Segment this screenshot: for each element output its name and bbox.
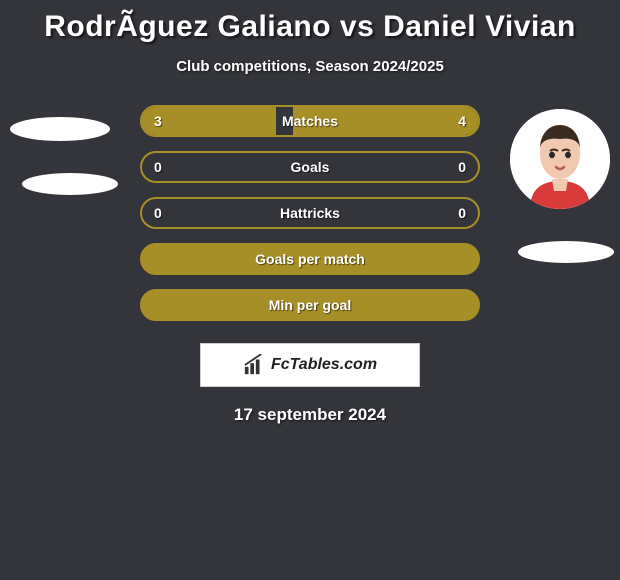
bar-value-left: 0	[154, 205, 162, 221]
bar-value-left: 3	[154, 113, 162, 129]
date-text: 17 september 2024	[0, 405, 620, 425]
chart-icon	[243, 354, 265, 376]
right-player-column	[500, 105, 620, 263]
avatar-icon	[510, 109, 610, 209]
bar-label: Goals per match	[255, 251, 365, 267]
right-player-placeholder	[518, 241, 614, 263]
bar-value-left: 0	[154, 159, 162, 175]
left-player-placeholder-1	[10, 117, 110, 141]
bar-label: Goals	[291, 159, 330, 175]
stat-bar: Min per goal	[140, 289, 480, 321]
bar-value-right: 0	[458, 159, 466, 175]
bar-label: Hattricks	[280, 205, 340, 221]
left-player-column	[0, 105, 120, 195]
bar-fill-left	[142, 107, 276, 135]
stat-bar: 0 0 Goals	[140, 151, 480, 183]
bar-label: Min per goal	[269, 297, 351, 313]
page-subtitle: Club competitions, Season 2024/2025	[0, 58, 620, 75]
page-title: RodrÃ­guez Galiano vs Daniel Vivian	[0, 0, 620, 44]
stat-bar: 3 4 Matches	[140, 105, 480, 137]
brand-text: FcTables.com	[271, 356, 377, 374]
bar-value-right: 0	[458, 205, 466, 221]
bar-value-right: 4	[458, 113, 466, 129]
bar-label: Matches	[282, 113, 338, 129]
stat-bar: 0 0 Hattricks	[140, 197, 480, 229]
stat-bars: 3 4 Matches 0 0 Goals 0 0 Hattricks Goals per mat…	[140, 105, 480, 321]
comparison-stage: 3 4 Matches 0 0 Goals 0 0 Hattricks Goals per mat…	[0, 105, 620, 321]
stat-bar: Goals per match	[140, 243, 480, 275]
right-player-avatar	[510, 109, 610, 209]
brand-badge: FcTables.com	[200, 343, 420, 387]
left-player-placeholder-2	[22, 173, 118, 195]
